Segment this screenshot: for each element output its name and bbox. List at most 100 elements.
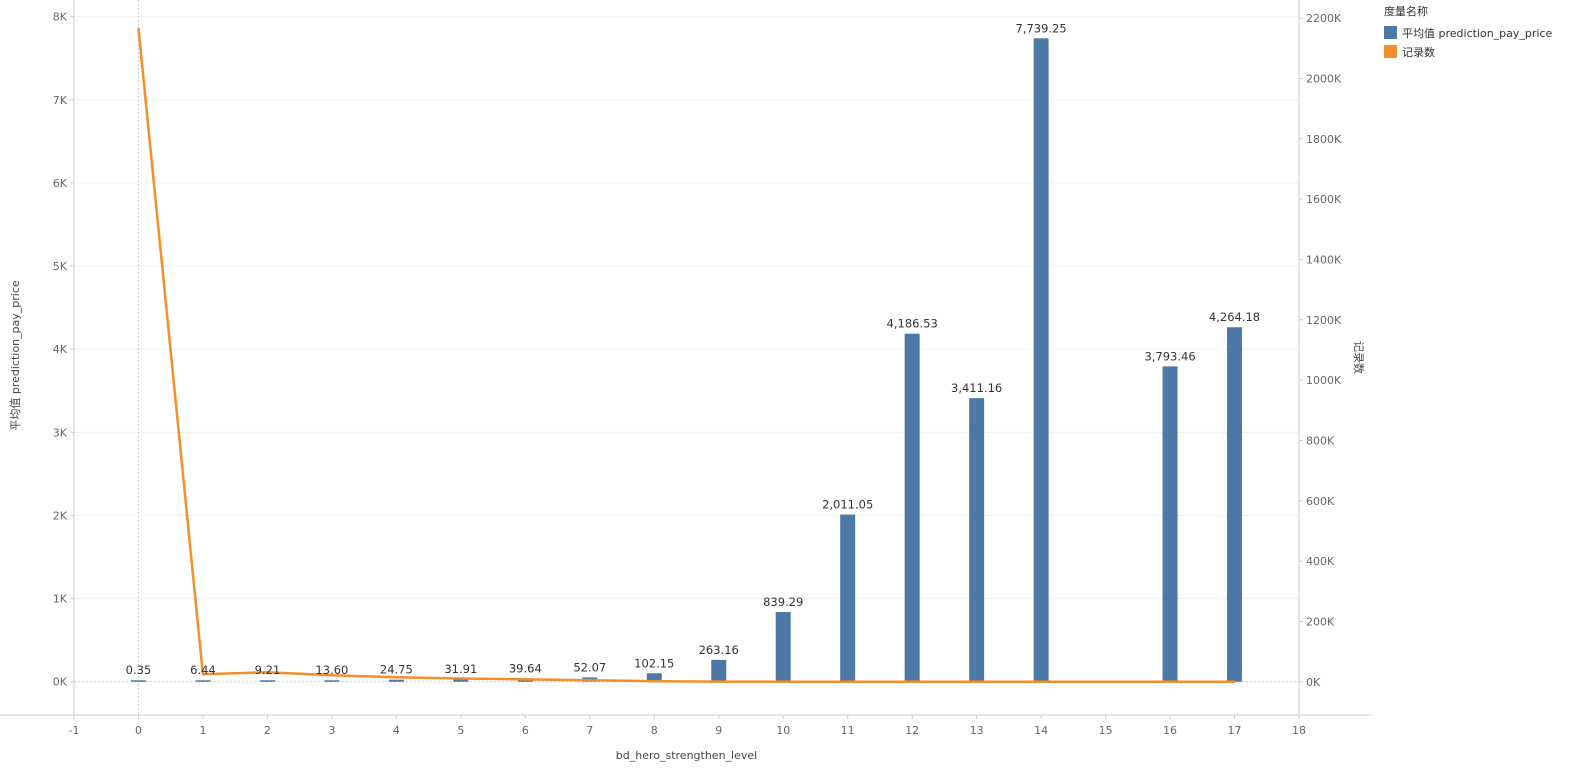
x-axis-title: bd_hero_strengthen_level <box>616 749 757 762</box>
x-tick-label: 10 <box>776 724 790 737</box>
record-count-line[interactable] <box>137 28 1235 684</box>
bar-data-label: 0.35 <box>126 663 152 677</box>
y-right-tick-label: 2200K <box>1306 12 1342 25</box>
bar[interactable] <box>646 673 662 682</box>
bar-data-label: 52.07 <box>573 660 606 674</box>
line-point[interactable] <box>137 27 140 30</box>
y-right-axis-title: 记录数 <box>1352 341 1365 374</box>
x-tick-label: 12 <box>905 724 919 737</box>
bar-data-label: 2,011.05 <box>822 498 873 512</box>
line-point[interactable] <box>201 673 205 676</box>
bar[interactable] <box>1162 366 1178 682</box>
bar-series <box>130 38 1243 682</box>
bar-data-label: 3,793.46 <box>1144 349 1195 363</box>
legend: 度量名称 平均值 prediction_pay_price 记录数 <box>1384 3 1552 61</box>
x-tick-label: 11 <box>841 724 855 737</box>
legend-item-record-count[interactable]: 记录数 <box>1384 42 1552 61</box>
line-point[interactable] <box>266 670 269 674</box>
x-tick-label: 7 <box>586 724 593 737</box>
y-right-tick-label: 200K <box>1306 615 1335 628</box>
y-right-tick-label: 600K <box>1306 495 1335 508</box>
bar[interactable] <box>1033 38 1049 682</box>
y-right-tick-label: 1400K <box>1306 253 1342 266</box>
bar-data-label: 13.60 <box>315 663 348 677</box>
y-left-tick-label: 0K <box>53 676 68 689</box>
x-tick-label: 4 <box>393 724 400 737</box>
bar[interactable] <box>711 659 727 682</box>
data-labels: 0.35 6.44 9.21 13.60 24.75 31.91 39.64 52.07 102… <box>126 21 1260 677</box>
bar[interactable] <box>840 514 856 682</box>
bar-data-label: 24.75 <box>380 663 413 677</box>
line-point[interactable] <box>717 680 720 683</box>
x-tick-label: 5 <box>457 724 464 737</box>
line-point[interactable] <box>975 680 978 684</box>
line-series <box>137 27 1236 684</box>
bar[interactable] <box>195 680 211 682</box>
x-tick-label: 13 <box>970 724 984 737</box>
x-tick-label: 9 <box>715 724 722 737</box>
bar[interactable] <box>969 398 985 682</box>
line-point[interactable] <box>330 673 334 677</box>
y-right-tick-label: 2000K <box>1306 72 1342 85</box>
line-point[interactable] <box>459 677 463 680</box>
line-point[interactable] <box>1039 680 1043 684</box>
x-tick-label: 3 <box>328 724 335 737</box>
bar[interactable] <box>259 680 275 682</box>
legend-label-record-count: 记录数 <box>1402 45 1435 59</box>
x-tick-label: 0 <box>135 724 142 737</box>
y-right-tick-label: 400K <box>1306 555 1335 568</box>
y-left-tick-label: 3K <box>53 426 68 439</box>
y-left-tick-label: 7K <box>53 94 68 107</box>
bar-data-label: 31.91 <box>444 662 477 676</box>
bar-data-label: 39.64 <box>509 661 542 675</box>
x-tick-label: 1 <box>199 724 206 737</box>
axes: 0K1K2K3K4K5K6K7K8K0K200K400K600K800K1000… <box>0 0 1373 737</box>
bar-data-label: 102.15 <box>634 656 674 670</box>
y-right-tick-label: 1600K <box>1306 193 1342 206</box>
legend-swatch-avg-price <box>1384 26 1397 39</box>
y-left-tick-label: 8K <box>53 11 68 24</box>
line-point[interactable] <box>395 676 398 679</box>
bar[interactable] <box>1227 327 1243 682</box>
bar-data-label: 9.21 <box>255 663 281 677</box>
x-tick-label: 15 <box>1099 724 1113 737</box>
bar-data-label: 3,411.16 <box>951 381 1002 395</box>
line-point[interactable] <box>910 680 914 683</box>
line-point[interactable] <box>846 680 849 683</box>
bar-data-label: 6.44 <box>190 663 216 677</box>
legend-item-avg-price[interactable]: 平均值 prediction_pay_price <box>1384 23 1552 42</box>
y-right-tick-label: 0K <box>1306 676 1321 689</box>
x-tick-label: 2 <box>264 724 271 737</box>
x-tick-label: 6 <box>522 724 529 737</box>
y-right-tick-label: 1200K <box>1306 314 1342 327</box>
legend-title: 度量名称 <box>1384 5 1428 18</box>
legend-swatch-record-count <box>1384 45 1397 58</box>
bar[interactable] <box>453 679 469 682</box>
y-right-tick-label: 1000K <box>1306 374 1342 387</box>
bar[interactable] <box>775 611 791 682</box>
gridlines <box>74 0 1299 715</box>
bar[interactable] <box>324 680 340 682</box>
x-tick-label: 18 <box>1292 724 1306 737</box>
bar-data-label: 7,739.25 <box>1015 21 1066 35</box>
legend-label-avg-price: 平均值 prediction_pay_price <box>1402 26 1553 40</box>
bar[interactable] <box>130 680 146 682</box>
bar[interactable] <box>904 333 920 682</box>
line-point[interactable] <box>1168 680 1172 684</box>
bar[interactable] <box>388 679 404 682</box>
y-left-tick-label: 2K <box>53 509 68 522</box>
line-point[interactable] <box>782 680 785 683</box>
y-left-axis-title: 平均值 prediction_pay_price <box>9 280 22 431</box>
line-point[interactable] <box>1233 680 1236 684</box>
y-right-tick-label: 800K <box>1306 434 1335 447</box>
bar-data-label: 839.29 <box>763 595 803 609</box>
y-right-tick-label: 1800K <box>1306 133 1342 146</box>
line-point[interactable] <box>524 678 527 681</box>
line-point[interactable] <box>653 680 656 683</box>
x-tick-label: 16 <box>1163 724 1177 737</box>
x-tick-label: 17 <box>1228 724 1242 737</box>
line-point[interactable] <box>588 678 591 682</box>
bar-data-label: 4,186.53 <box>887 317 938 331</box>
y-left-tick-label: 1K <box>53 593 68 606</box>
